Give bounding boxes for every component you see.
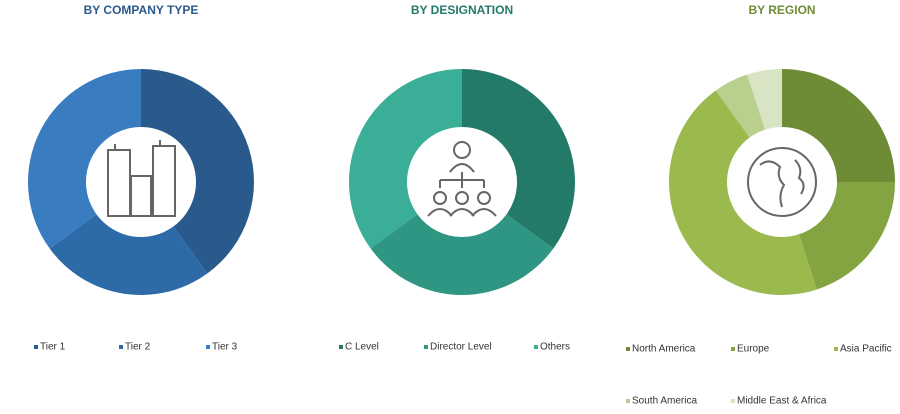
legend-label: Middle East & Africa (737, 396, 827, 407)
legend-swatch (339, 345, 343, 349)
legend-label: South America (632, 396, 697, 407)
legend-swatch (626, 399, 630, 403)
chart-title: BY COMPANY TYPE (84, 3, 199, 17)
donut-slice (349, 69, 462, 249)
donut-slice (747, 69, 782, 130)
legend-label: Tier 2 (125, 342, 151, 353)
donut-slice (28, 69, 141, 249)
buildings-icon (107, 140, 176, 217)
donut-slice (782, 69, 895, 182)
legend-swatch (534, 345, 538, 349)
people-icon (427, 141, 497, 217)
donut-slice (668, 90, 817, 296)
donut-slice (715, 74, 766, 138)
legend-label: C Level (345, 342, 379, 353)
legend-label: North America (632, 344, 696, 355)
donut-slice (49, 214, 208, 295)
donut-slice (798, 182, 895, 290)
legend-swatch (626, 347, 630, 351)
legend-label: Tier 1 (40, 342, 66, 353)
donut-slice (462, 69, 575, 249)
legend-swatch (119, 345, 123, 349)
legend-label: Director Level (430, 342, 492, 353)
legend-swatch (834, 347, 838, 351)
legend-label: Tier 3 (212, 342, 238, 353)
legend-label: Others (540, 342, 570, 353)
globe-icon (747, 147, 817, 217)
legend-swatch (34, 345, 38, 349)
legend-label: Europe (737, 344, 770, 355)
legend-swatch (731, 347, 735, 351)
chart-title: BY REGION (748, 3, 815, 17)
donut-slice (370, 214, 554, 296)
legend-swatch (206, 345, 210, 349)
legend-label: Asia Pacific (840, 344, 892, 355)
legend-swatch (731, 399, 735, 403)
legend-swatch (424, 345, 428, 349)
donut-slice (141, 69, 255, 274)
chart-title: BY DESIGNATION (411, 3, 513, 17)
